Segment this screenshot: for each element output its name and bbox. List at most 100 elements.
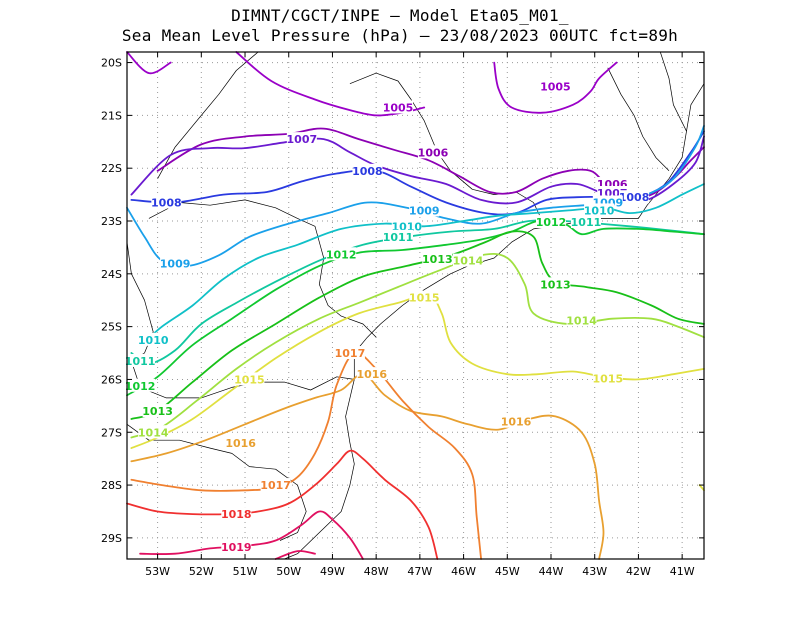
isobar-label-background <box>125 353 156 367</box>
isobar-1011 <box>130 219 705 365</box>
isobar-label-1010: 1010 <box>584 204 615 217</box>
isobar-label-1014: 1014 <box>566 314 597 327</box>
isobar-label-background <box>160 256 191 270</box>
isobar-label-background <box>619 190 650 204</box>
boundary-line <box>157 51 259 179</box>
isobar-label-background <box>540 277 571 291</box>
isobar-label-background <box>234 372 265 386</box>
isobar-label-background <box>356 367 387 381</box>
boundary-line <box>284 379 355 560</box>
y-tick-label: 21S <box>101 109 122 122</box>
isobar-label-background <box>501 414 532 428</box>
axis-ticks: 53W 52W 51W 50W 49W 48W 47W 46W 45W 44W 43W 42W 41W 2… <box>101 52 704 578</box>
isobar-label-background <box>151 195 182 209</box>
isobar-label-1009: 1009 <box>160 257 191 270</box>
isobar-label-background <box>409 290 440 304</box>
isobar-label-1006: 1006 <box>418 146 449 159</box>
y-tick-label: 20S <box>101 57 122 70</box>
isobar-label-1010: 1010 <box>138 334 169 347</box>
boundary-line <box>126 424 307 541</box>
isobar-label-1008: 1008 <box>619 191 650 204</box>
isobar-1005 <box>126 51 172 75</box>
isobar-label-background <box>221 507 252 521</box>
y-tick-label: 29S <box>101 532 122 545</box>
isobar-label-background <box>225 435 256 449</box>
isobar-1016 <box>130 373 605 560</box>
isobar-1015 <box>698 484 705 492</box>
map-grid <box>127 52 704 559</box>
isobar-label-background <box>409 203 440 217</box>
isobar-1012 <box>126 219 705 397</box>
isobar-label-1013: 1013 <box>422 253 453 266</box>
isobar-label-1005: 1005 <box>383 101 414 114</box>
isobar-label-background <box>383 229 414 243</box>
isobar-label-1008: 1008 <box>352 165 383 178</box>
isobar-label-1016: 1016 <box>501 416 532 429</box>
isobar-label-1005: 1005 <box>540 80 571 93</box>
isobar-label-1012: 1012 <box>536 216 567 229</box>
isobar-label-1011: 1011 <box>383 231 414 244</box>
isobar-label-1011: 1011 <box>571 216 602 229</box>
isobar-label-1012: 1012 <box>125 380 156 393</box>
isobar-label-1013: 1013 <box>540 278 571 291</box>
boundary-line <box>353 83 705 380</box>
isobar-1014 <box>130 252 705 439</box>
isobar-label-background <box>286 132 317 146</box>
isobar-label-background <box>391 219 422 233</box>
isobar-label-1016: 1016 <box>356 368 387 381</box>
y-tick-label: 26S <box>101 373 122 386</box>
boundary-line <box>349 72 543 222</box>
geography-lines <box>126 51 705 560</box>
y-tick-label: 27S <box>101 426 122 439</box>
isobar-label-1007: 1007 <box>287 133 318 146</box>
isobar-1005 <box>493 61 618 114</box>
isobar-label-1009: 1009 <box>409 204 440 217</box>
x-tick-label: 52W <box>189 565 214 578</box>
isobar-label-1015: 1015 <box>234 373 265 386</box>
x-tick-label: 47W <box>407 565 432 578</box>
isobar-label-background <box>138 425 169 439</box>
isobar-label-1018: 1018 <box>221 508 252 521</box>
isobar-label-background <box>536 215 567 229</box>
chart-title-line-1: DIMNT/CGCT/INPE – Model Eta05_M01_ <box>231 6 569 25</box>
isobar-label-1015: 1015 <box>593 372 624 385</box>
isobar-1017 <box>130 351 482 560</box>
isobar-label-background <box>422 252 453 266</box>
isobar-1013 <box>130 230 705 420</box>
x-tick-label: 48W <box>364 565 389 578</box>
x-tick-label: 49W <box>320 565 345 578</box>
isobar-label-background <box>570 215 601 229</box>
isobar-label-1015: 1015 <box>409 292 440 305</box>
isobar-label-background <box>352 163 383 177</box>
isobar-label-1017: 1017 <box>335 347 366 360</box>
y-tick-label: 22S <box>101 162 122 175</box>
isobar-label-background <box>326 247 357 261</box>
y-tick-label: 25S <box>101 321 122 334</box>
isobar-label-background <box>566 313 597 327</box>
chart-title-line-2: Sea Mean Level Pressure (hPa) – 23/08/20… <box>121 26 679 45</box>
isobar-1018 <box>126 449 439 560</box>
isobar-label-1013: 1013 <box>142 405 173 418</box>
y-tick-label: 24S <box>101 268 122 281</box>
isobar-label-1017: 1017 <box>260 479 291 492</box>
isobar-label-background <box>334 346 365 360</box>
x-tick-label: 51W <box>233 565 258 578</box>
isobar-label-background <box>138 332 169 346</box>
x-tick-label: 45W <box>495 565 520 578</box>
isobar-1010 <box>143 183 705 344</box>
x-tick-label: 50W <box>276 565 301 578</box>
isobar-contours <box>126 51 705 560</box>
x-tick-label: 53W <box>145 565 170 578</box>
x-tick-label: 44W <box>539 565 564 578</box>
isobar-label-1011: 1011 <box>125 355 156 368</box>
y-tick-label: 23S <box>101 215 122 228</box>
isobar-label-background <box>383 100 414 114</box>
isobar-label-background <box>584 203 615 217</box>
isobar-label-background <box>592 371 623 385</box>
isobar-label-background <box>221 539 252 553</box>
isobar-label-1019: 1019 <box>221 541 252 554</box>
x-tick-label: 43W <box>582 565 607 578</box>
isobar-label-1012: 1012 <box>326 248 357 261</box>
boundary-line <box>659 51 687 132</box>
